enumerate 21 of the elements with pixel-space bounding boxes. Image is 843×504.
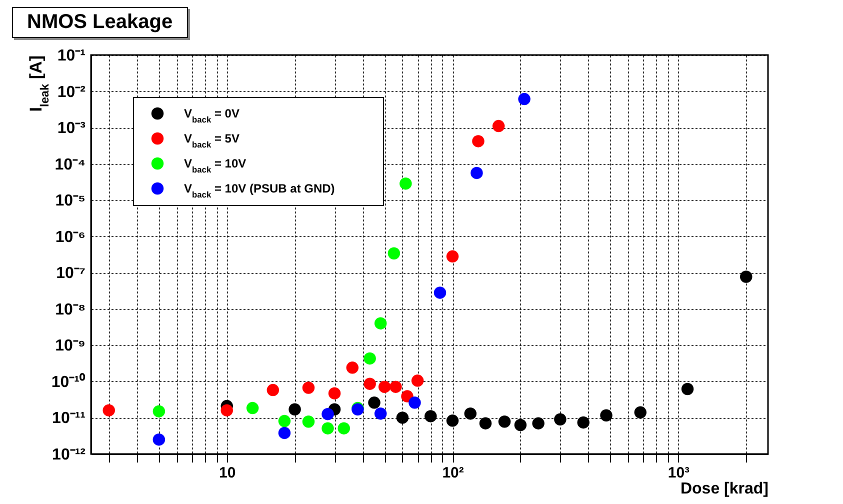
y-tick-label: 10⁻⁹ <box>55 338 86 355</box>
y-tick-label: 10⁻⁶ <box>55 228 86 246</box>
y-tick-label: 10⁻⁸ <box>55 301 86 318</box>
y-tick-label: 10⁻⁴ <box>54 156 86 174</box>
y-tick-label: 10⁻⁵ <box>55 192 86 210</box>
y-tick-label: 10⁻³ <box>57 120 86 138</box>
chart-title: NMOS Leakage <box>12 7 188 38</box>
legend-label: V$_{back}$ = 0V <box>184 106 240 124</box>
x-tick-label: 10³ <box>668 464 690 482</box>
x-tick-label: 10 <box>219 464 236 482</box>
legend-label: V$_{back}$ = 10V <box>184 156 246 174</box>
y-tick-label: 10⁻¹ <box>57 48 86 64</box>
y-tick-label: 10⁻¹¹ <box>52 410 86 428</box>
legend-label: V$_{back}$ = 10V (PSUB at GND) <box>184 182 335 200</box>
legend-label: V$_{back}$ = 5V <box>184 132 240 150</box>
x-tick-label: 10² <box>442 464 464 482</box>
y-tick-label: 10⁻¹⁰ <box>51 372 86 391</box>
y-tick-label: 10⁻¹² <box>52 446 86 464</box>
x-axis-title: Dose [krad] <box>680 480 768 498</box>
y-tick-label: 10⁻² <box>57 84 86 101</box>
y-tick-label: 10⁻⁷ <box>56 265 86 282</box>
